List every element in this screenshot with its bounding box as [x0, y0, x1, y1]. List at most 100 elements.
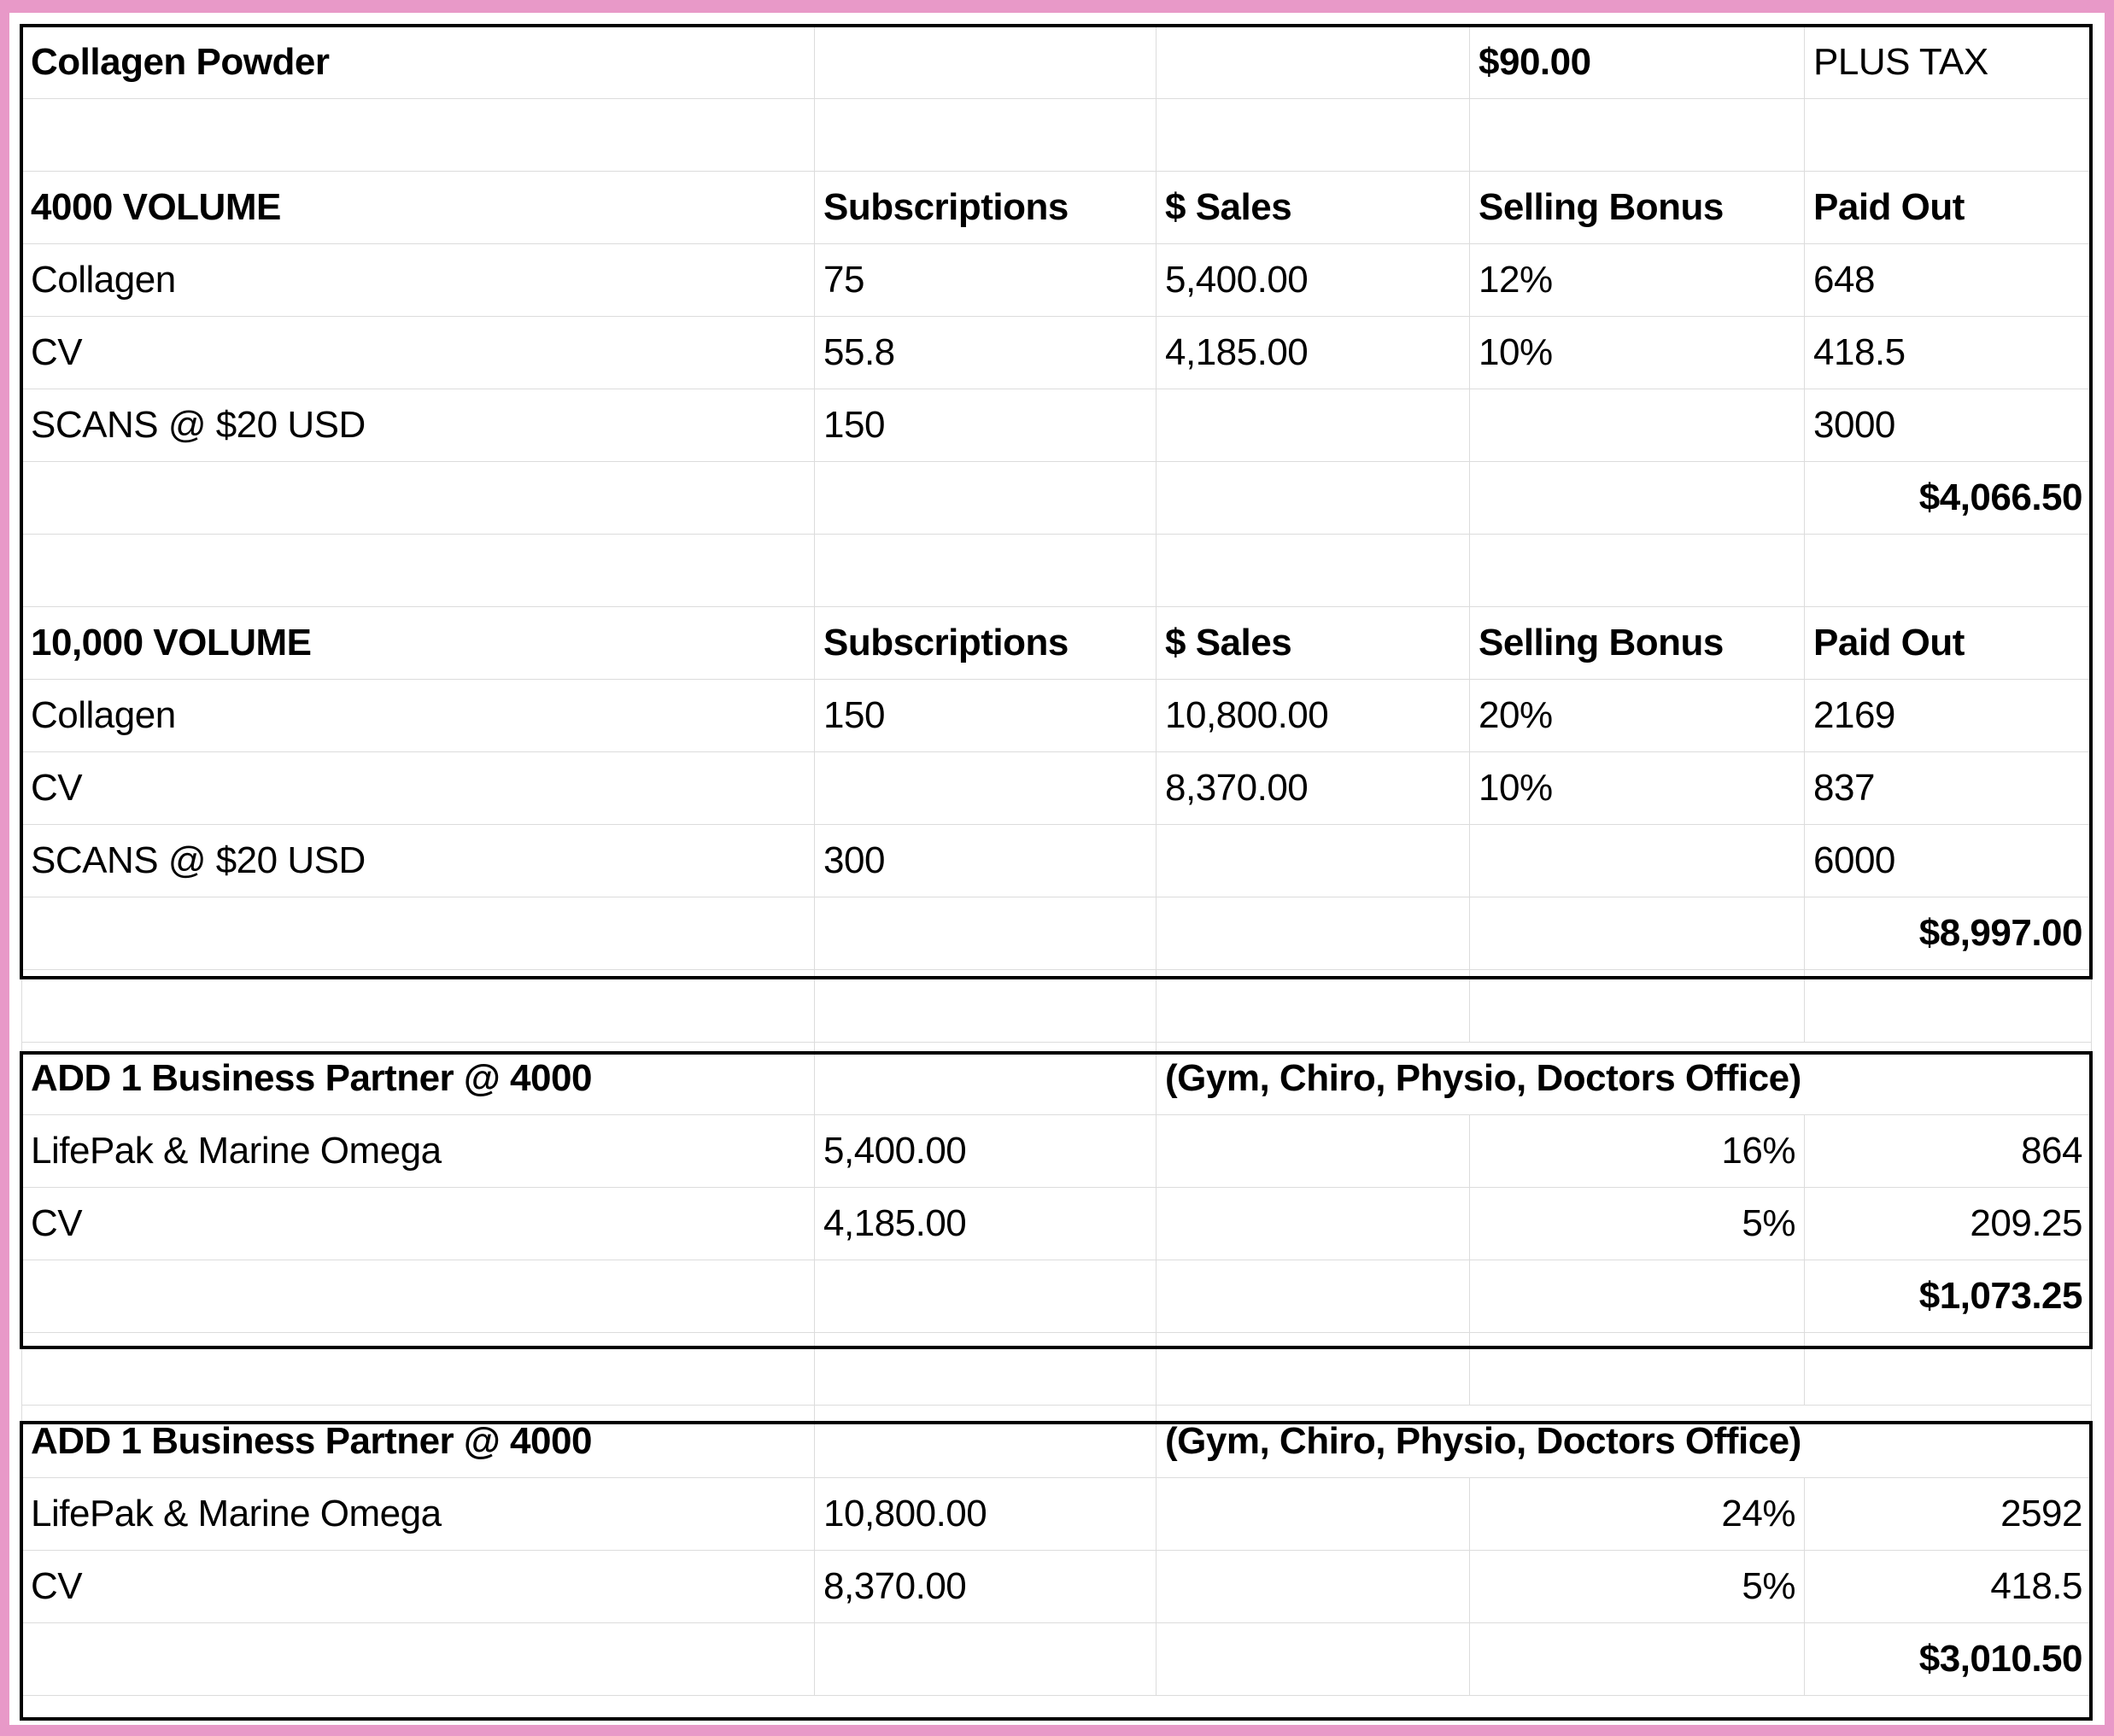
cell-r3-c2[interactable]: 5,400.00	[1156, 243, 1470, 317]
cell-r7-c4[interactable]	[1804, 534, 2092, 607]
cell-r16-c4[interactable]: 209.25	[1804, 1187, 2092, 1260]
cell-r22-c1[interactable]	[814, 1622, 1157, 1696]
cell-r20-c2[interactable]	[1156, 1477, 1470, 1551]
cell-r9-c1[interactable]: 150	[814, 679, 1157, 752]
cell-r12-c4[interactable]: $8,997.00	[1804, 897, 2092, 970]
cell-r8-c2[interactable]: $ Sales	[1156, 606, 1470, 680]
cell-r4-c3[interactable]: 10%	[1469, 316, 1805, 389]
cell-r2-c0[interactable]: 4000 VOLUME	[21, 171, 815, 244]
cell-r1-c1[interactable]	[814, 98, 1157, 172]
cell-r13-c3[interactable]	[1469, 969, 1805, 1043]
cell-r20-c3[interactable]: 24%	[1469, 1477, 1805, 1551]
cell-r21-c0[interactable]: CV	[21, 1550, 815, 1623]
cell-r5-c3[interactable]	[1469, 389, 1805, 462]
cell-r20-c1[interactable]: 10,800.00	[814, 1477, 1157, 1551]
cell-r4-c4[interactable]: 418.5	[1804, 316, 2092, 389]
cell-r5-c4[interactable]: 3000	[1804, 389, 2092, 462]
cell-r3-c1[interactable]: 75	[814, 243, 1157, 317]
cell-r5-c1[interactable]: 150	[814, 389, 1157, 462]
cell-r13-c1[interactable]	[814, 969, 1157, 1043]
cell-r21-c2[interactable]	[1156, 1550, 1470, 1623]
cell-r19-c0[interactable]: ADD 1 Business Partner @ 4000	[21, 1405, 815, 1478]
cell-r2-c2[interactable]: $ Sales	[1156, 171, 1470, 244]
cell-r15-c4[interactable]: 864	[1804, 1114, 2092, 1188]
cell-r8-c1[interactable]: Subscriptions	[814, 606, 1157, 680]
cell-r22-c2[interactable]	[1156, 1622, 1470, 1696]
cell-r0-c2[interactable]	[1156, 26, 1470, 99]
cell-r7-c1[interactable]	[814, 534, 1157, 607]
cell-r0-c3[interactable]: $90.00	[1469, 26, 1805, 99]
cell-r3-c0[interactable]: Collagen	[21, 243, 815, 317]
cell-r21-c3[interactable]: 5%	[1469, 1550, 1805, 1623]
cell-r11-c2[interactable]	[1156, 824, 1470, 897]
cell-r20-c4[interactable]: 2592	[1804, 1477, 2092, 1551]
cell-r21-c1[interactable]: 8,370.00	[814, 1550, 1157, 1623]
cell-r8-c3[interactable]: Selling Bonus	[1469, 606, 1805, 680]
cell-r8-c4[interactable]: Paid Out	[1804, 606, 2092, 680]
cell-r6-c4[interactable]: $4,066.50	[1804, 461, 2092, 535]
cell-r10-c4[interactable]: 837	[1804, 751, 2092, 825]
cell-r0-c1[interactable]	[814, 26, 1157, 99]
cell-r6-c1[interactable]	[814, 461, 1157, 535]
cell-r0-c0[interactable]: Collagen Powder	[21, 26, 815, 99]
cell-r4-c2[interactable]: 4,185.00	[1156, 316, 1470, 389]
cell-r3-c3[interactable]: 12%	[1469, 243, 1805, 317]
cell-r15-c0[interactable]: LifePak & Marine Omega	[21, 1114, 815, 1188]
cell-r22-c4[interactable]: $3,010.50	[1804, 1622, 2092, 1696]
cell-r17-c2[interactable]	[1156, 1260, 1470, 1333]
cell-r14-c0[interactable]: ADD 1 Business Partner @ 4000	[21, 1042, 815, 1115]
cell-r17-c1[interactable]	[814, 1260, 1157, 1333]
cell-r6-c3[interactable]	[1469, 461, 1805, 535]
cell-r15-c3[interactable]: 16%	[1469, 1114, 1805, 1188]
cell-r21-c4[interactable]: 418.5	[1804, 1550, 2092, 1623]
cell-r20-c0[interactable]: LifePak & Marine Omega	[21, 1477, 815, 1551]
cell-r22-c3[interactable]	[1469, 1622, 1805, 1696]
cell-r1-c2[interactable]	[1156, 98, 1470, 172]
cell-r3-c4[interactable]: 648	[1804, 243, 2092, 317]
cell-r6-c2[interactable]	[1156, 461, 1470, 535]
cell-r7-c3[interactable]	[1469, 534, 1805, 607]
cell-r10-c0[interactable]: CV	[21, 751, 815, 825]
cell-r9-c0[interactable]: Collagen	[21, 679, 815, 752]
cell-r17-c0[interactable]	[21, 1260, 815, 1333]
cell-r14-c2[interactable]: (Gym, Chiro, Physio, Doctors Office)	[1156, 1042, 2092, 1115]
cell-r9-c4[interactable]: 2169	[1804, 679, 2092, 752]
cell-r7-c2[interactable]	[1156, 534, 1470, 607]
cell-r13-c4[interactable]	[1804, 969, 2092, 1043]
cell-r6-c0[interactable]	[21, 461, 815, 535]
cell-r2-c4[interactable]: Paid Out	[1804, 171, 2092, 244]
cell-r2-c1[interactable]: Subscriptions	[814, 171, 1157, 244]
cell-r0-c4[interactable]: PLUS TAX	[1804, 26, 2092, 99]
cell-r16-c3[interactable]: 5%	[1469, 1187, 1805, 1260]
cell-r13-c2[interactable]	[1156, 969, 1470, 1043]
cell-r7-c0[interactable]	[21, 534, 815, 607]
cell-r16-c1[interactable]: 4,185.00	[814, 1187, 1157, 1260]
cell-r18-c0[interactable]	[21, 1332, 815, 1406]
cell-r8-c0[interactable]: 10,000 VOLUME	[21, 606, 815, 680]
cell-r10-c1[interactable]	[814, 751, 1157, 825]
cell-r18-c2[interactable]	[1156, 1332, 1470, 1406]
cell-r17-c4[interactable]: $1,073.25	[1804, 1260, 2092, 1333]
cell-r4-c0[interactable]: CV	[21, 316, 815, 389]
cell-r19-c1[interactable]	[814, 1405, 1157, 1478]
cell-r1-c0[interactable]	[21, 98, 815, 172]
cell-r1-c4[interactable]	[1804, 98, 2092, 172]
cell-r2-c3[interactable]: Selling Bonus	[1469, 171, 1805, 244]
cell-r13-c0[interactable]	[21, 969, 815, 1043]
cell-r12-c2[interactable]	[1156, 897, 1470, 970]
cell-r10-c3[interactable]: 10%	[1469, 751, 1805, 825]
cell-r11-c0[interactable]: SCANS @ $20 USD	[21, 824, 815, 897]
cell-r5-c0[interactable]: SCANS @ $20 USD	[21, 389, 815, 462]
cell-r1-c3[interactable]	[1469, 98, 1805, 172]
cell-r18-c4[interactable]	[1804, 1332, 2092, 1406]
cell-r9-c3[interactable]: 20%	[1469, 679, 1805, 752]
cell-r16-c0[interactable]: CV	[21, 1187, 815, 1260]
cell-r11-c3[interactable]	[1469, 824, 1805, 897]
cell-r18-c3[interactable]	[1469, 1332, 1805, 1406]
cell-r10-c2[interactable]: 8,370.00	[1156, 751, 1470, 825]
cell-r15-c2[interactable]	[1156, 1114, 1470, 1188]
cell-r18-c1[interactable]	[814, 1332, 1157, 1406]
cell-r22-c0[interactable]	[21, 1622, 815, 1696]
cell-r12-c0[interactable]	[21, 897, 815, 970]
cell-r5-c2[interactable]	[1156, 389, 1470, 462]
